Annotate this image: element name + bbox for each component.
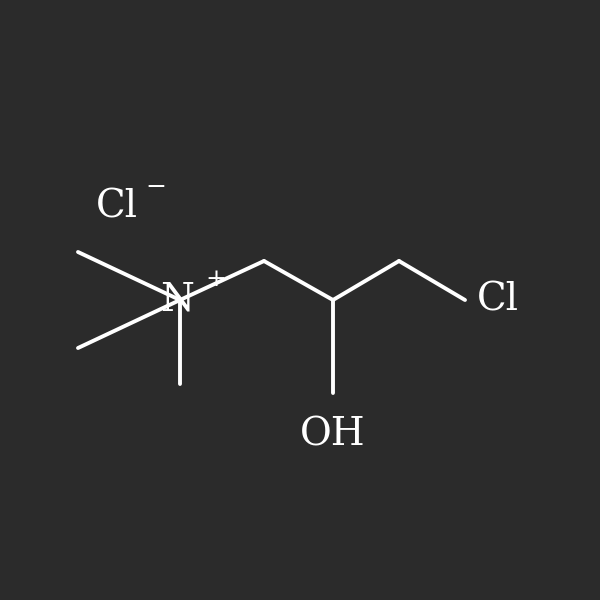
Text: OH: OH bbox=[300, 416, 366, 454]
Text: −: − bbox=[146, 176, 167, 199]
Text: Cl: Cl bbox=[96, 188, 138, 226]
Text: Cl: Cl bbox=[477, 281, 519, 319]
Text: N: N bbox=[160, 281, 194, 319]
Text: +: + bbox=[206, 268, 226, 290]
